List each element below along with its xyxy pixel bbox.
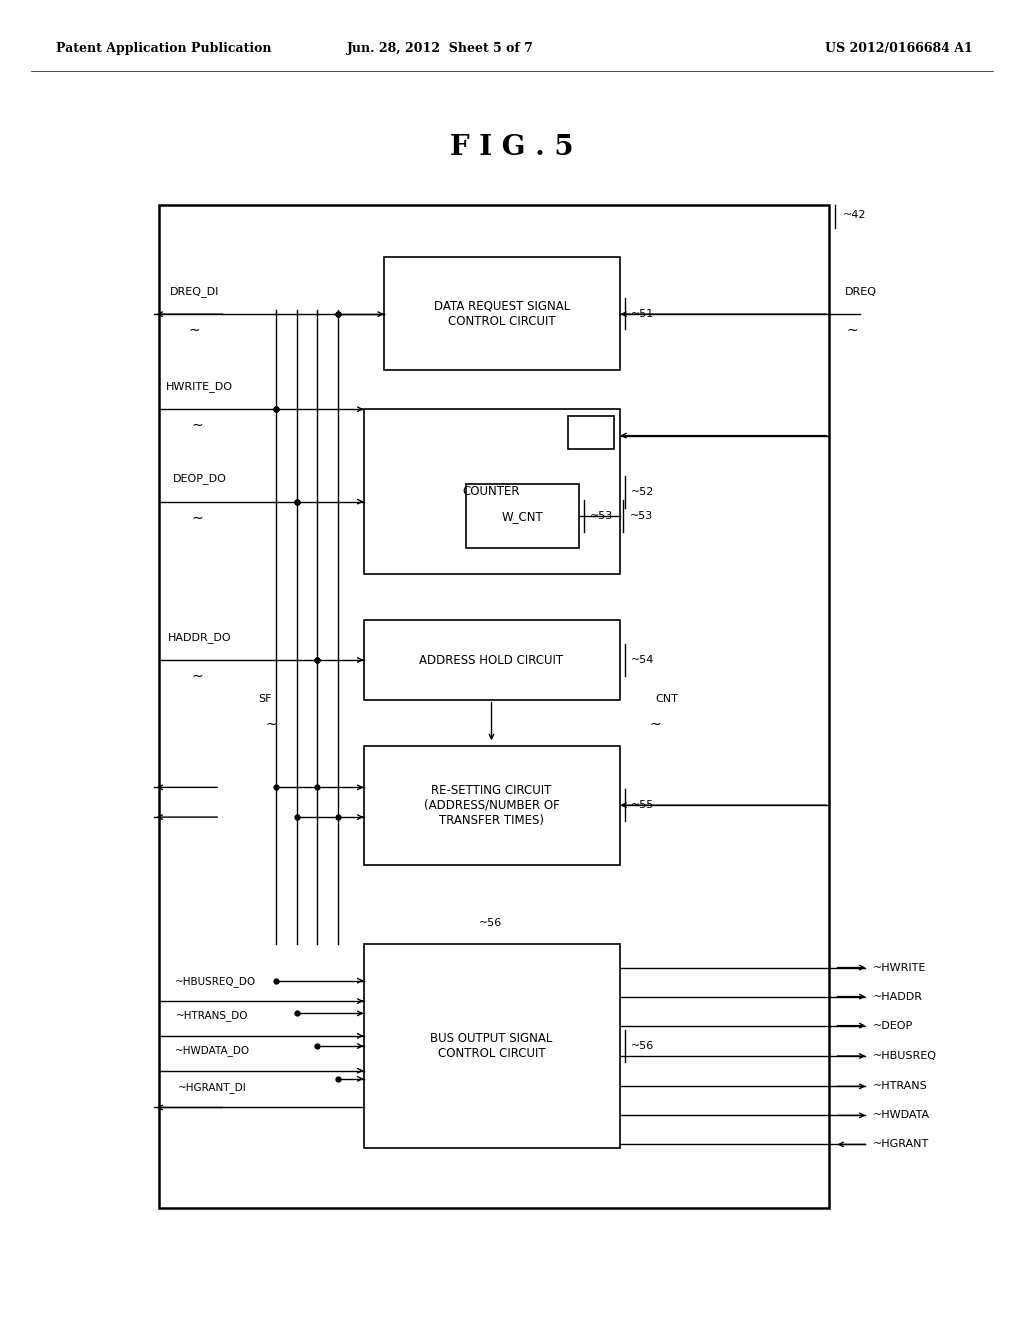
Text: HWRITE_DO: HWRITE_DO (166, 381, 233, 392)
Text: ∼: ∼ (188, 323, 201, 337)
Text: ~42: ~42 (843, 210, 866, 220)
Bar (159, 205, 829, 1208)
Text: ~HTRANS: ~HTRANS (872, 1081, 927, 1092)
Text: ~56: ~56 (478, 917, 502, 928)
Text: F I G . 5: F I G . 5 (451, 135, 573, 161)
Text: ~56: ~56 (631, 1041, 654, 1051)
Text: ~HWDATA: ~HWDATA (872, 1110, 930, 1121)
Bar (364, 620, 620, 700)
Text: ~53: ~53 (590, 511, 613, 521)
Text: ∼: ∼ (191, 418, 204, 432)
Bar (466, 484, 579, 548)
Text: W_CNT: W_CNT (502, 510, 543, 523)
Text: ~55: ~55 (631, 800, 654, 810)
Bar (384, 257, 620, 370)
Text: BUS OUTPUT SIGNAL
CONTROL CIRCUIT: BUS OUTPUT SIGNAL CONTROL CIRCUIT (430, 1032, 553, 1060)
Bar (364, 746, 620, 865)
Text: DREQ: DREQ (845, 286, 877, 297)
Text: ~53: ~53 (630, 511, 653, 521)
Text: COUNTER: COUNTER (463, 486, 520, 498)
Text: ~HGRANT: ~HGRANT (872, 1139, 929, 1150)
Text: ∼: ∼ (265, 717, 278, 730)
Text: ~HGRANT_DI: ~HGRANT_DI (177, 1082, 247, 1093)
Text: DEOP_DO: DEOP_DO (173, 474, 226, 484)
Bar (364, 944, 620, 1148)
Text: CNT: CNT (655, 693, 678, 704)
Text: ~54: ~54 (631, 655, 654, 665)
Text: ~DEOP: ~DEOP (872, 1020, 912, 1031)
Text: ~HBUSREQ_DO: ~HBUSREQ_DO (174, 975, 256, 986)
Text: ∼: ∼ (191, 669, 204, 682)
Text: ~HTRANS_DO: ~HTRANS_DO (176, 1010, 248, 1022)
Text: ADDRESS HOLD CIRCUIT: ADDRESS HOLD CIRCUIT (420, 653, 563, 667)
Text: DATA REQUEST SIGNAL
CONTROL CIRCUIT: DATA REQUEST SIGNAL CONTROL CIRCUIT (433, 300, 570, 327)
Text: SF: SF (258, 693, 271, 704)
Text: ~51: ~51 (631, 309, 654, 318)
Text: ~HBUSREQ: ~HBUSREQ (872, 1051, 937, 1061)
Text: ~HADDR: ~HADDR (872, 991, 923, 1002)
Text: HADDR_DO: HADDR_DO (168, 632, 231, 643)
Text: US 2012/0166684 A1: US 2012/0166684 A1 (825, 42, 973, 55)
Text: ~52: ~52 (631, 487, 654, 496)
Text: DREQ_DI: DREQ_DI (170, 286, 219, 297)
Text: Jun. 28, 2012  Sheet 5 of 7: Jun. 28, 2012 Sheet 5 of 7 (347, 42, 534, 55)
Text: ∼: ∼ (191, 511, 204, 524)
Text: ∼: ∼ (649, 717, 662, 730)
Bar (568, 416, 614, 449)
Text: ~HWRITE: ~HWRITE (872, 962, 926, 973)
Bar (364, 409, 620, 574)
Text: RE-SETTING CIRCUIT
(ADDRESS/NUMBER OF
TRANSFER TIMES): RE-SETTING CIRCUIT (ADDRESS/NUMBER OF TR… (424, 784, 559, 826)
Text: Patent Application Publication: Patent Application Publication (56, 42, 271, 55)
Text: ~HWDATA_DO: ~HWDATA_DO (174, 1045, 250, 1056)
Text: ∼: ∼ (846, 323, 858, 337)
